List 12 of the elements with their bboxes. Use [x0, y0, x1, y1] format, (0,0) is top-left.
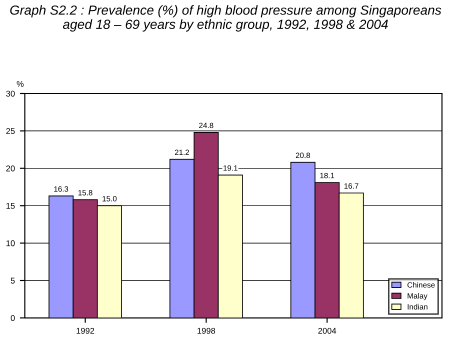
y-tick-label: 0 — [10, 315, 15, 321]
x-tick-label: 2004 — [318, 328, 336, 334]
chart-title: Graph S2.2 : Prevalence (%) of high blood pressure among Singaporeans aged 18 – 69 years by ethnic group, 1992, 1998 & 2004 — [10, 5, 442, 32]
y-axis-title: % — [16, 80, 24, 87]
y-tick-label: 20 — [6, 166, 15, 172]
y-tick-label: 30 — [6, 90, 15, 97]
x-tick-label: 1992 — [76, 328, 94, 334]
x-tick-label: 1998 — [198, 328, 216, 334]
y-tick-label: 10 — [6, 240, 15, 246]
y-tick-label: 5 — [10, 278, 15, 284]
y-tick-label: 15 — [6, 202, 15, 209]
y-tick-label: 25 — [6, 128, 15, 134]
